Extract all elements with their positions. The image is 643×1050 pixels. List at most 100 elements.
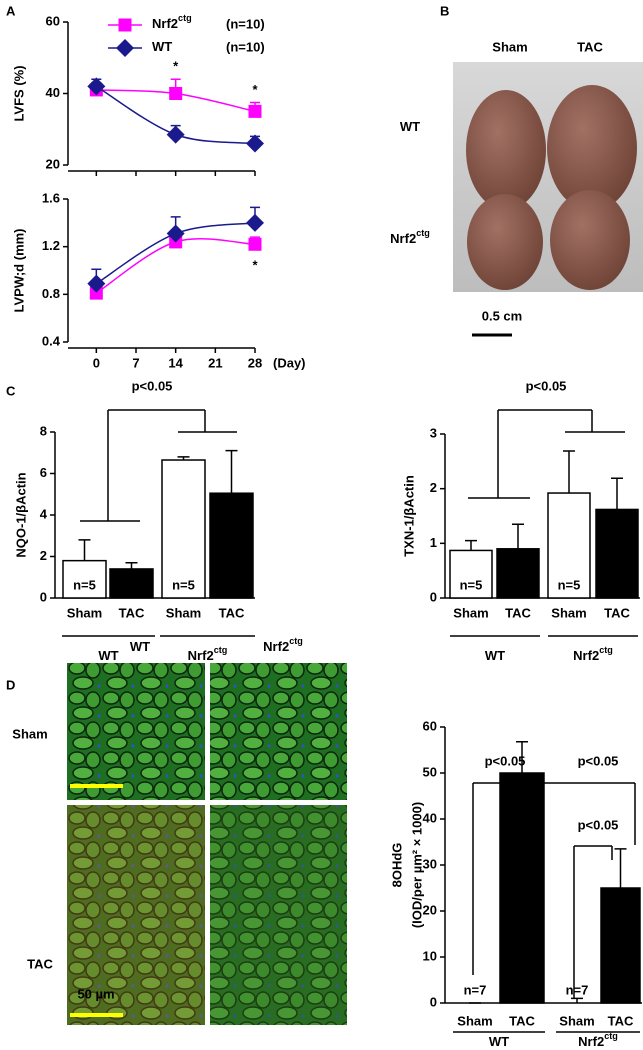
error-bar: [125, 561, 138, 569]
error-bar: [78, 539, 91, 561]
x-tick-label: Sham: [166, 605, 201, 620]
y-tick-label: 1.6: [42, 190, 60, 205]
bar: [209, 492, 254, 599]
significance-mark: *: [252, 82, 258, 97]
x-tick-label: 0: [93, 355, 100, 370]
y-axis-label: NQO-1/βActin: [13, 472, 28, 557]
y-tick-label: 20: [423, 902, 437, 917]
n-label: n=7: [566, 982, 589, 997]
marker: [248, 104, 262, 118]
significance-mark: *: [173, 59, 179, 74]
y-tick-label: 4: [40, 506, 48, 521]
y-tick-label: 2: [430, 480, 437, 495]
x-tick-label: 14: [168, 355, 183, 370]
error-bar: [611, 477, 623, 510]
legend-marker: [116, 39, 134, 57]
y-axis-label: LVFS (%): [11, 65, 26, 121]
x-axis-label: (Day): [273, 355, 306, 370]
legend-n: (n=10): [226, 16, 265, 31]
legend-name: WT: [152, 39, 172, 54]
bar: [600, 887, 641, 1004]
micrograph-row-label: TAC: [27, 956, 53, 971]
significance-mark: *: [252, 258, 258, 273]
legend-label: Nrf2ctg: [152, 13, 192, 31]
error-bar: [225, 449, 238, 494]
p-value: p<0.05: [578, 817, 619, 832]
y-axis-label: 8OHdG: [389, 843, 404, 888]
n-label: n=4: [120, 577, 144, 592]
error-bar: [614, 848, 627, 888]
marker: [87, 274, 106, 293]
bar: [62, 559, 107, 599]
error-bar: [563, 450, 575, 494]
y-tick-label: 60: [46, 13, 60, 28]
y-tick-label: 1: [430, 535, 437, 550]
group-label-base: WT: [98, 648, 118, 663]
group-label: Nrf2ctg: [188, 645, 228, 663]
y-tick-label: 50: [423, 764, 437, 779]
bar: [547, 492, 591, 599]
x-tick-label: 7: [132, 355, 139, 370]
error-bar: [571, 997, 583, 1003]
micrographs: [67, 663, 347, 1025]
photo-row-label: WT: [400, 119, 420, 134]
y-axis-label: TXN-1/βActin: [401, 475, 416, 557]
p-value: p<0.05: [578, 753, 619, 768]
group-label-base: WT: [485, 648, 505, 663]
group-label-sup: ctg: [604, 1031, 618, 1041]
scale-bar-label: 0.5 cm: [482, 308, 522, 323]
panel-label: B: [440, 3, 449, 18]
group-label-sup: ctg: [214, 645, 228, 655]
x-tick-label: Sham: [453, 605, 488, 620]
group-label-base: Nrf2: [578, 1034, 604, 1049]
x-tick-label: TAC: [509, 1013, 535, 1028]
y-tick-label: 8: [40, 423, 47, 438]
legend-marker: [118, 18, 132, 32]
group-label-base: Nrf2: [188, 648, 214, 663]
group-label: WT: [98, 648, 118, 663]
y-tick-label: 30: [423, 856, 437, 871]
error-bar: [516, 740, 528, 773]
marker: [87, 77, 106, 96]
panel-label: A: [6, 3, 16, 18]
legend-n: (n=10): [226, 39, 265, 54]
error-bar: [465, 539, 477, 551]
n-label: n=4: [220, 577, 244, 592]
x-tick-label: Sham: [67, 605, 102, 620]
legend-name-sup: ctg: [178, 13, 192, 23]
y-tick-label: 1.2: [42, 238, 60, 253]
y-tick-label: 0: [430, 589, 437, 604]
n-label: n=5: [558, 577, 581, 592]
x-tick-label: Sham: [457, 1013, 492, 1028]
bar: [161, 459, 206, 599]
y-tick-label: 40: [423, 810, 437, 825]
y-tick-label: 0: [430, 994, 437, 1009]
n-label: n=7: [511, 982, 534, 997]
marker: [246, 213, 264, 232]
n-label: n=4: [507, 577, 531, 592]
bar: [109, 568, 154, 599]
micrograph-column-label-sup: ctg: [289, 636, 303, 646]
x-tick-label: 21: [208, 355, 222, 370]
y-tick-label: 3: [430, 425, 437, 440]
p-value: p<0.05: [485, 753, 526, 768]
x-tick-label: TAC: [119, 605, 145, 620]
error-bar: [512, 523, 524, 549]
n-label: n=5: [460, 577, 483, 592]
x-tick-label: Sham: [551, 605, 586, 620]
bar: [449, 549, 493, 599]
marker: [166, 125, 185, 144]
y-tick-label: 60: [423, 718, 437, 733]
x-tick-label: TAC: [505, 605, 531, 620]
group-label-base: Nrf2: [573, 648, 599, 663]
heart-photo: [453, 62, 643, 337]
legend-name: Nrf2: [152, 16, 178, 31]
group-label-sup: ctg: [599, 645, 613, 655]
photo-row-label-sup: ctg: [416, 228, 430, 238]
y-tick-label: 40: [46, 85, 60, 100]
panel-label: C: [6, 383, 16, 398]
scale-bar-label: 50 µm: [77, 986, 114, 1001]
photo-column-label: TAC: [577, 39, 603, 54]
marker: [89, 286, 103, 300]
marker: [246, 134, 264, 153]
